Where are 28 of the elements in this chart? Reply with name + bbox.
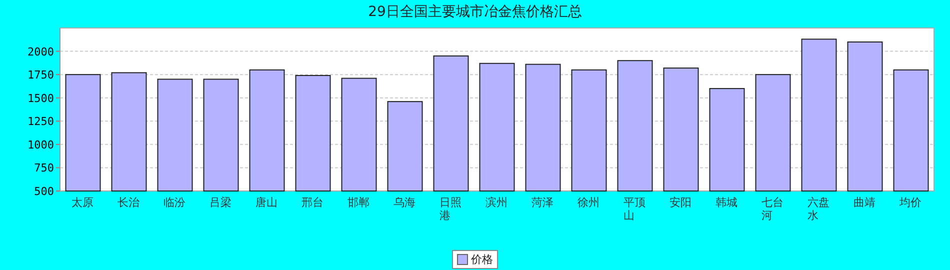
x-tick-label: 唐山 <box>256 196 278 209</box>
x-tick-label: 均价 <box>900 196 922 209</box>
x-tick-label: 六盘水 <box>808 196 830 222</box>
x-tick-label: 乌海 <box>394 196 416 209</box>
x-tick-label: 曲靖 <box>854 196 876 209</box>
x-tick-label: 吕梁 <box>210 196 232 209</box>
text: 价格 <box>471 252 493 267</box>
x-tick-label: 邢台 <box>302 196 324 209</box>
x-tick-label: 七台河 <box>762 196 784 222</box>
y-tick-label: 1000 <box>28 138 54 152</box>
x-tick-label: 邯郸 <box>348 196 370 209</box>
x-tick-label: 日照港 <box>440 196 462 222</box>
x-tick-label: 平顶山 <box>624 196 646 222</box>
x-tick-label: 菏泽 <box>532 196 554 209</box>
x-tick-label: 滨州 <box>486 196 508 209</box>
chart-title: 29日全国主要城市冶金焦价格汇总 <box>367 3 583 21</box>
x-tick-label: 安阳 <box>670 196 692 209</box>
x-tick-label: 太原 <box>72 196 94 209</box>
x-tick-label: 徐州 <box>578 196 600 209</box>
y-tick-label: 750 <box>34 162 54 175</box>
x-tick-label: 临汾 <box>164 196 186 209</box>
y-tick-label: 500 <box>34 185 54 198</box>
x-tick-label: 长治 <box>118 196 140 209</box>
y-tick-label: 2000 <box>28 45 54 58</box>
y-tick-label: 1250 <box>28 115 54 128</box>
y-tick-label: 1500 <box>28 92 54 105</box>
x-tick-label: 韩城 <box>716 196 738 209</box>
y-tick-label: 1750 <box>28 68 54 82</box>
